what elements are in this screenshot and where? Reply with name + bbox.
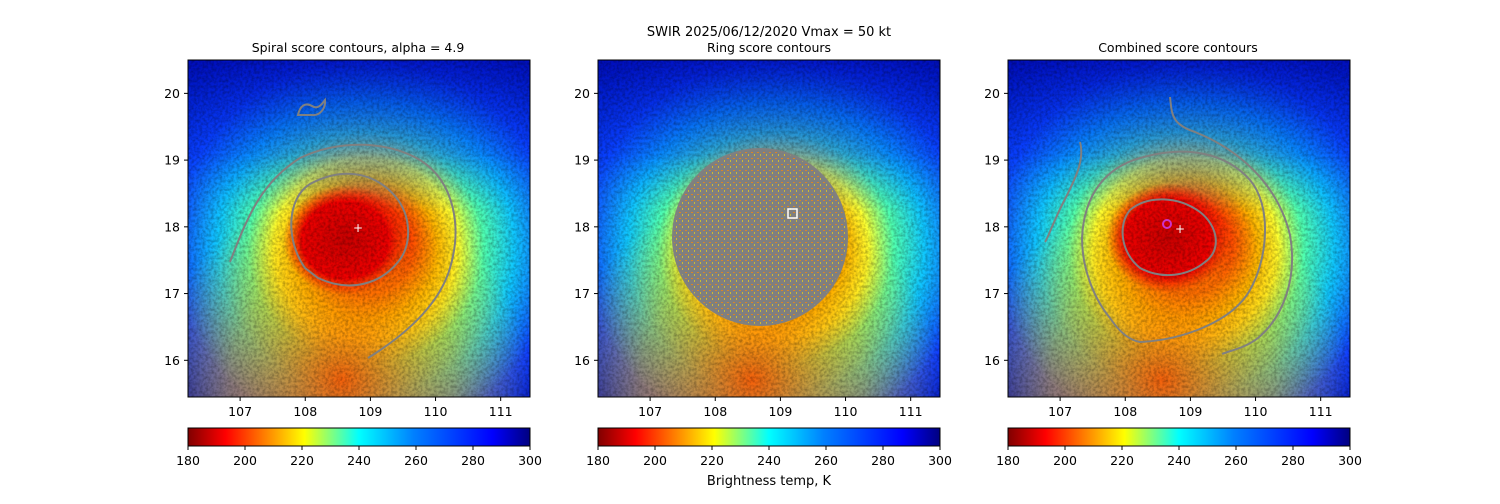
x-tick-label: 110 (424, 404, 448, 419)
colorbar-tick-label: 200 (233, 453, 257, 468)
colorbar-tick-label: 200 (643, 453, 667, 468)
colorbar-tick-label: 220 (700, 453, 724, 468)
x-tick-label: 108 (293, 404, 317, 419)
axes-frame (597, 59, 941, 398)
y-tick-label: 18 (984, 219, 1000, 234)
colorbar-tick-label: 180 (586, 453, 610, 468)
x-tick-label: 107 (1048, 404, 1072, 419)
y-tick-label: 16 (164, 353, 180, 368)
colorbar-tick-label: 200 (1053, 453, 1077, 468)
x-tick-label: 108 (1113, 404, 1137, 419)
colorbar: 180 200 220 240 260 280 300 (996, 427, 1362, 468)
y-tick-label: 19 (574, 153, 590, 168)
panel-title: Spiral score contours, alpha = 4.9 (252, 40, 465, 55)
axes-frame (1007, 59, 1351, 398)
y-tick-label: 19 (984, 153, 1000, 168)
y-tick-label: 17 (574, 286, 590, 301)
colorbar: 180 200 220 240 260 280 300 (176, 427, 542, 468)
colorbar-tick-label: 220 (290, 453, 314, 468)
y-tick-label: 20 (164, 86, 180, 101)
y-tick-label: 16 (574, 353, 590, 368)
axes-frame (187, 59, 531, 398)
x-tick-label: 111 (899, 404, 923, 419)
heatmap-image (188, 60, 530, 397)
y-tick-label: 17 (164, 286, 180, 301)
colorbar-label: Brightness temp, K (707, 474, 832, 489)
colorbar-tick-label: 300 (518, 453, 542, 468)
x-tick-label: 111 (489, 404, 513, 419)
heatmap-image (1008, 60, 1350, 397)
y-tick-label: 16 (984, 353, 1000, 368)
colorbar: 180 200 220 240 260 280 300 (586, 427, 952, 468)
colorbar-tick-label: 180 (996, 453, 1020, 468)
colorbar-tick-label: 180 (176, 453, 200, 468)
x-tick-label: 109 (1178, 404, 1202, 419)
x-tick-label: 110 (834, 404, 858, 419)
x-tick-label: 111 (1309, 404, 1333, 419)
center-marker: + (1175, 222, 1185, 236)
colorbar-tick-label: 260 (1224, 453, 1248, 468)
colorbar-tick-label: 300 (1338, 453, 1362, 468)
ring-marker (787, 208, 798, 219)
spiral-contours (229, 97, 457, 359)
colorbar-tick-label: 300 (928, 453, 952, 468)
combined-marker (1162, 219, 1172, 229)
y-tick-label: 18 (574, 219, 590, 234)
panel-ring: Ring score contours 107 108 109 110 111 16 17… (574, 40, 952, 489)
colorbar-tick-label: 220 (1110, 453, 1134, 468)
colorbar-tick-label: 280 (871, 453, 895, 468)
y-tick-label: 20 (574, 86, 590, 101)
colorbar-tick-label: 260 (404, 453, 428, 468)
x-tick-label: 107 (228, 404, 252, 419)
colorbar-tick-label: 280 (461, 453, 485, 468)
panel-combined: Combined score contours + 107 108 109 110 11… (984, 40, 1362, 468)
x-tick-label: 109 (358, 404, 382, 419)
colorbar-tick-label: 240 (1167, 453, 1191, 468)
panel-spiral: Spiral score contours, alpha = 4.9 + 107… (164, 40, 542, 468)
combined-contours (1044, 96, 1294, 355)
y-tick-label: 19 (164, 153, 180, 168)
figure-suptitle: SWIR 2025/06/12/2020 Vmax = 50 kt (647, 25, 891, 40)
x-tick-label: 109 (768, 404, 792, 419)
panel-title: Combined score contours (1098, 40, 1258, 55)
y-tick-label: 20 (984, 86, 1000, 101)
colorbar-tick-label: 240 (347, 453, 371, 468)
y-tick-label: 17 (984, 286, 1000, 301)
x-tick-label: 108 (703, 404, 727, 419)
colorbar-tick-label: 280 (1281, 453, 1305, 468)
colorbar-tick-label: 240 (757, 453, 781, 468)
ring-score-scatter (672, 148, 848, 326)
x-tick-label: 107 (638, 404, 662, 419)
center-marker: + (353, 221, 363, 235)
colorbar-tick-label: 260 (814, 453, 838, 468)
x-tick-label: 110 (1244, 404, 1268, 419)
y-tick-label: 18 (164, 219, 180, 234)
panel-title: Ring score contours (707, 40, 831, 55)
